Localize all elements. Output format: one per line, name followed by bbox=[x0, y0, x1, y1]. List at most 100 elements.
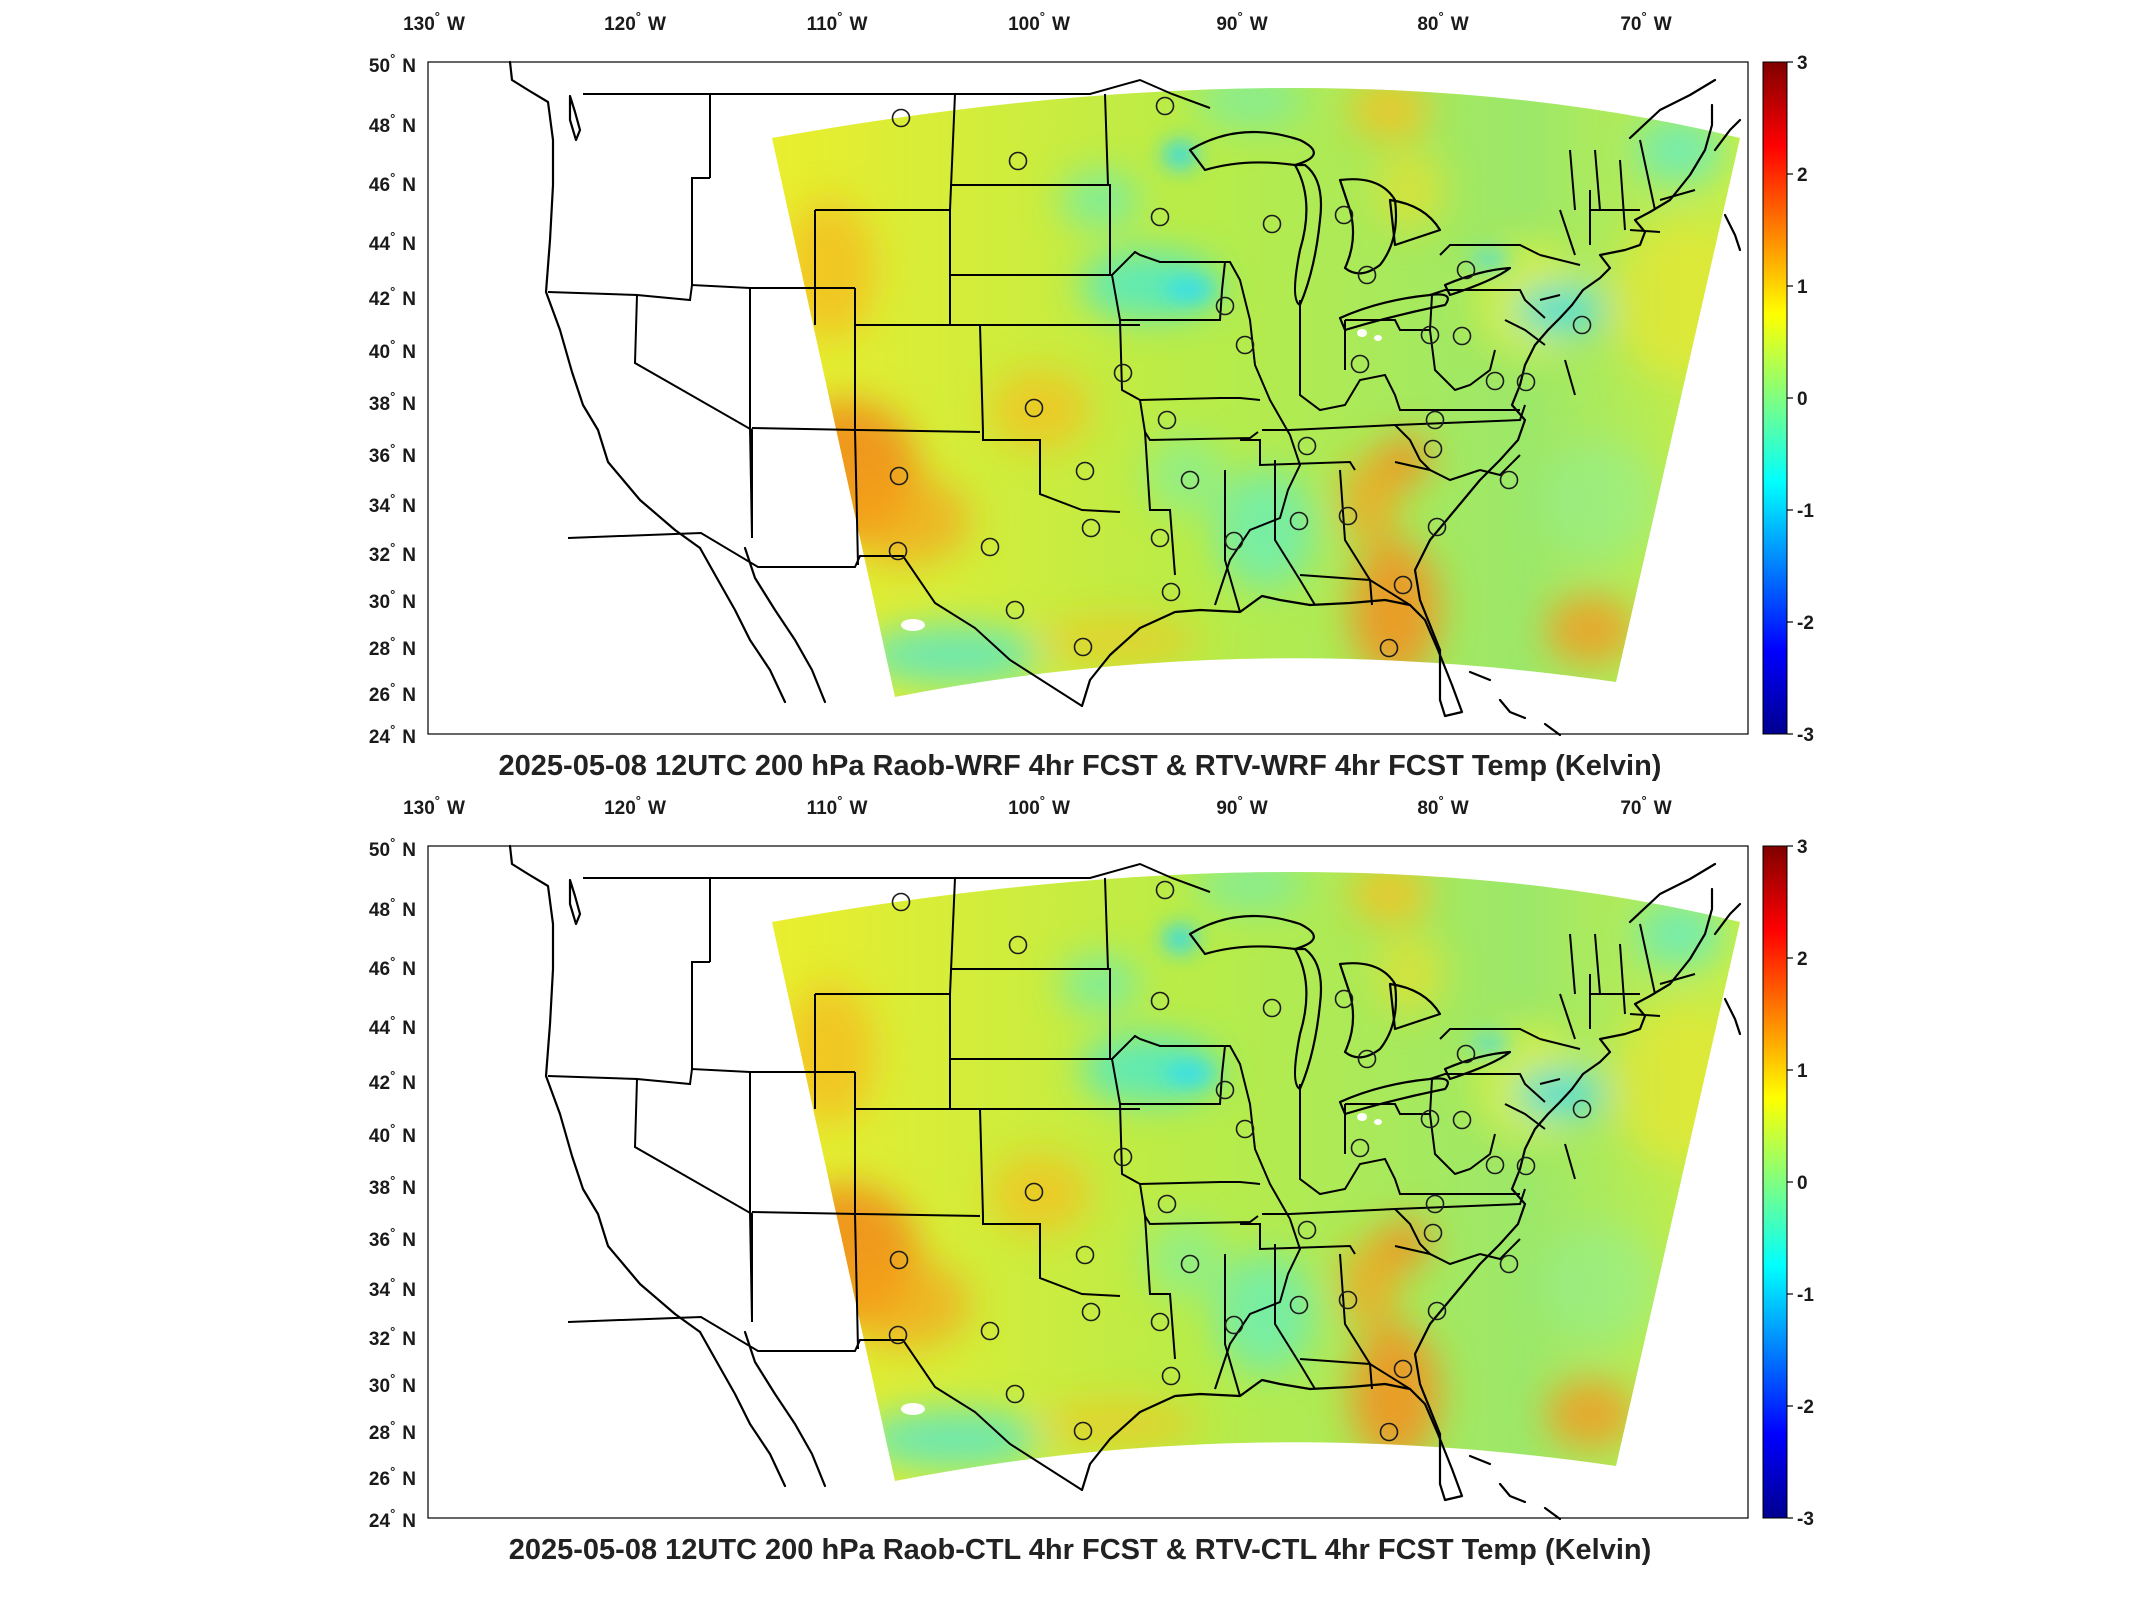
station-marker bbox=[1357, 1049, 1377, 1069]
station-marker bbox=[1075, 461, 1095, 481]
panel-1: 130° W 120° W 110° W 100° W 90° W 80° W 70° W 50° N 48°… bbox=[369, 9, 1814, 782]
lon-tick-label: 80° W bbox=[1417, 793, 1468, 819]
station-marker bbox=[1452, 1110, 1472, 1130]
station-marker bbox=[1155, 880, 1175, 900]
lat-tick-label: 46° N bbox=[369, 170, 416, 196]
lat-tick-label: 34° N bbox=[369, 1275, 416, 1301]
station-marker bbox=[1427, 1301, 1447, 1321]
lat-tick-label: 26° N bbox=[369, 680, 416, 706]
lat-tick-label: 30° N bbox=[369, 1371, 416, 1397]
station-marker bbox=[1113, 1147, 1133, 1167]
station-marker bbox=[1180, 1254, 1200, 1274]
station-marker bbox=[1024, 398, 1044, 418]
station-marker bbox=[1150, 207, 1170, 227]
station-marker bbox=[1161, 1366, 1181, 1386]
station-marker bbox=[1420, 325, 1440, 345]
station-marker bbox=[888, 541, 908, 561]
colorbar-labels: 3 2 1 0 -1 -2 -3 bbox=[1787, 837, 1814, 1530]
lat-tick-label: 34° N bbox=[369, 491, 416, 517]
lon-tick-label: 90° W bbox=[1216, 9, 1267, 35]
station-marker bbox=[1224, 1315, 1244, 1335]
panel-2: 130° W 120° W 110° W 100° W 90° W 80° W 70° W 50° N 48°… bbox=[369, 793, 1814, 1566]
station-marker bbox=[1338, 1290, 1358, 1310]
lat-tick-label: 44° N bbox=[369, 229, 416, 255]
station-marker bbox=[1456, 1044, 1476, 1064]
colorbar-tick-label: 3 bbox=[1797, 837, 1808, 858]
station-marker bbox=[1262, 214, 1282, 234]
station-marker bbox=[1081, 1302, 1101, 1322]
station-marker bbox=[891, 108, 911, 128]
station-marker bbox=[1379, 1422, 1399, 1442]
lat-tick-label: 50° N bbox=[369, 51, 416, 77]
colorbar-tick-label: 3 bbox=[1797, 53, 1808, 74]
lat-tick-label: 50° N bbox=[369, 835, 416, 861]
colorbar-tick-label: 2 bbox=[1797, 165, 1808, 186]
colorbar-tick-label: 0 bbox=[1797, 389, 1808, 410]
lon-tick-label: 110° W bbox=[807, 9, 868, 35]
lat-tick-label: 40° N bbox=[369, 1121, 416, 1147]
lat-tick-label: 36° N bbox=[369, 1225, 416, 1251]
station-marker bbox=[1350, 1138, 1370, 1158]
lat-tick-label: 28° N bbox=[369, 634, 416, 660]
latitude-labels: 50° N 48° N 46° N 44° N 42° N 40° N 38° N 36° N 34° N 32° N… bbox=[369, 51, 416, 748]
lon-tick-label: 100° W bbox=[1008, 793, 1070, 819]
lat-tick-label: 32° N bbox=[369, 1324, 416, 1350]
station-marker bbox=[1516, 372, 1536, 392]
longitude-labels: 130° W 120° W 110° W 100° W 90° W 80° W 70° W bbox=[403, 793, 1672, 819]
colorbar-tick-label: -2 bbox=[1797, 1397, 1814, 1418]
station-marker bbox=[889, 466, 909, 486]
station-marker bbox=[1427, 517, 1447, 537]
lon-tick-label: 70° W bbox=[1620, 793, 1671, 819]
longitude-labels: 130° W 120° W 110° W 100° W 90° W 80° W 70° W bbox=[403, 9, 1672, 35]
station-marker bbox=[1081, 518, 1101, 538]
lat-tick-label: 28° N bbox=[369, 1418, 416, 1444]
lat-tick-label: 42° N bbox=[369, 1068, 416, 1094]
station-marker bbox=[1485, 371, 1505, 391]
lat-tick-label: 36° N bbox=[369, 441, 416, 467]
lat-tick-label: 26° N bbox=[369, 1464, 416, 1490]
station-marker bbox=[1499, 470, 1519, 490]
colorbar-tick-label: -3 bbox=[1797, 1509, 1814, 1530]
station-marker bbox=[1157, 1194, 1177, 1214]
colorbar-tick-label: -2 bbox=[1797, 613, 1814, 634]
lat-tick-label: 30° N bbox=[369, 587, 416, 613]
station-marker bbox=[1215, 1080, 1235, 1100]
colorbar-tick-label: 1 bbox=[1797, 1061, 1808, 1082]
station-marker bbox=[1516, 1156, 1536, 1176]
lat-tick-label: 44° N bbox=[369, 1013, 416, 1039]
station-marker bbox=[1297, 1220, 1317, 1240]
station-marker bbox=[1008, 151, 1028, 171]
station-marker bbox=[1180, 470, 1200, 490]
station-marker bbox=[1334, 989, 1354, 1009]
station-marker bbox=[1005, 600, 1025, 620]
station-marker bbox=[1425, 410, 1445, 430]
colorbar-tick-label: 2 bbox=[1797, 949, 1808, 970]
station-marker bbox=[1499, 1254, 1519, 1274]
station-marker bbox=[891, 892, 911, 912]
station-marker bbox=[1224, 531, 1244, 551]
lon-tick-label: 130° W bbox=[403, 793, 465, 819]
station-marker bbox=[1425, 1194, 1445, 1214]
station-marker bbox=[1235, 1119, 1255, 1139]
station-marker bbox=[1215, 296, 1235, 316]
station-marker bbox=[1379, 638, 1399, 658]
lon-tick-label: 100° W bbox=[1008, 9, 1070, 35]
lon-tick-label: 80° W bbox=[1417, 9, 1468, 35]
colorbar-tick-label: -1 bbox=[1797, 1285, 1814, 1306]
station-marker bbox=[1423, 439, 1443, 459]
lon-tick-label: 120° W bbox=[604, 793, 666, 819]
panel-title: 2025-05-08 12UTC 200 hPa Raob-CTL 4hr FC… bbox=[509, 1534, 1652, 1566]
station-marker bbox=[1452, 326, 1472, 346]
station-marker bbox=[1155, 96, 1175, 116]
station-marker bbox=[1350, 354, 1370, 374]
raob-stations bbox=[888, 880, 1592, 1442]
station-marker bbox=[889, 1250, 909, 1270]
panel-title: 2025-05-08 12UTC 200 hPa Raob-WRF 4hr FC… bbox=[499, 750, 1662, 782]
colorbar bbox=[1762, 845, 1788, 1519]
station-marker bbox=[1289, 1295, 1309, 1315]
lat-tick-label: 40° N bbox=[369, 337, 416, 363]
lat-tick-label: 48° N bbox=[369, 111, 416, 137]
station-marker bbox=[1338, 506, 1358, 526]
station-marker bbox=[1161, 582, 1181, 602]
station-marker bbox=[1075, 1245, 1095, 1265]
